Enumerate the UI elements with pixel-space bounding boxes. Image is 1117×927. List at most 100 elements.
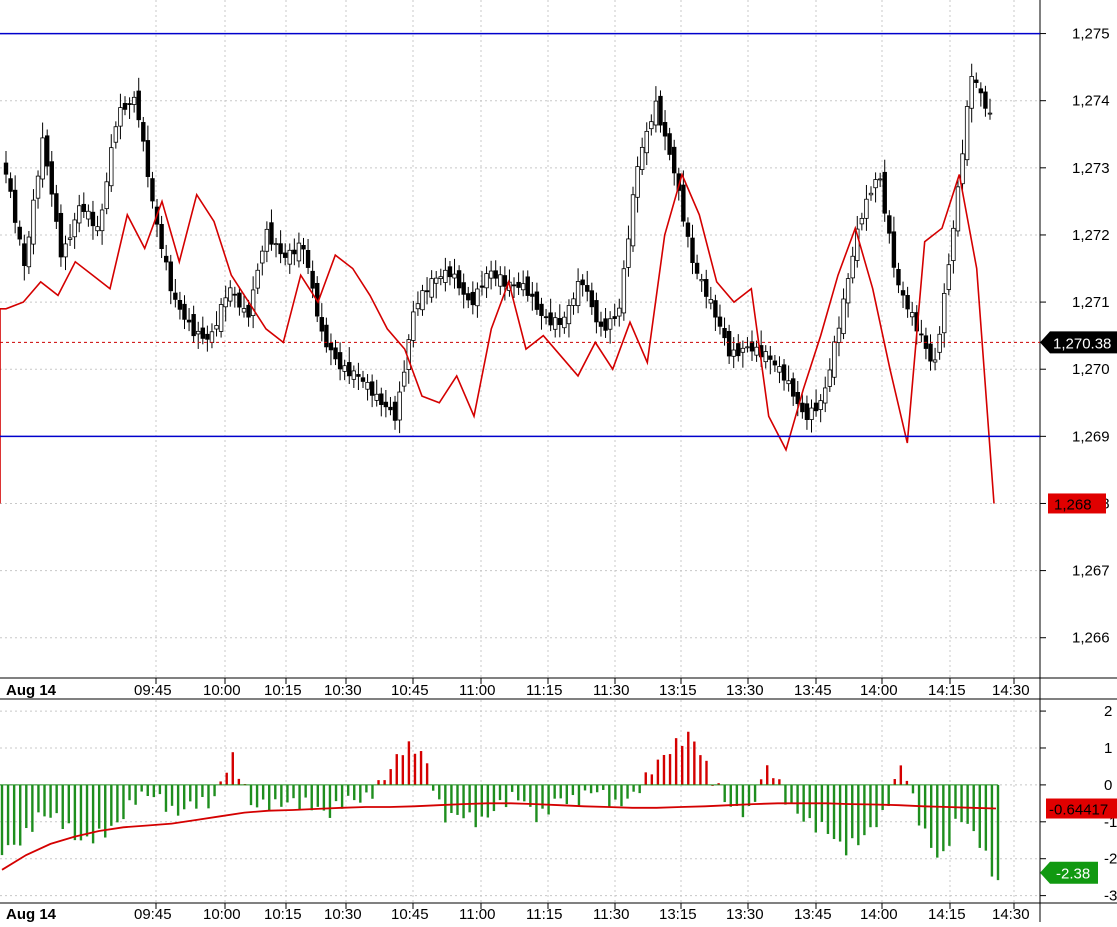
candle-body-213: [978, 88, 984, 94]
price-x-tick-label-1: 10:00: [203, 682, 241, 699]
price-x-tick-label-6: 11:15: [526, 682, 562, 699]
candle-body-22: [104, 181, 109, 210]
hist-x-tick-label-9: 13:30: [726, 906, 764, 922]
histogram-bar-83: [504, 784, 508, 808]
histogram-bar-50: [304, 784, 307, 798]
histogram-bar-96: [583, 784, 587, 791]
candle-body-158: [726, 331, 732, 357]
histogram-bar-18: [110, 784, 113, 826]
price-y-tick-label-5: 1,270: [1072, 361, 1110, 378]
candle-body-202: [928, 343, 933, 362]
candle-body-103: [475, 288, 480, 307]
histogram-bar-36: [219, 781, 222, 785]
candle-body-20: [95, 226, 100, 232]
histogram-bar-73: [444, 784, 447, 823]
candle-body-131: [603, 318, 608, 331]
histogram-bar-66: [401, 755, 405, 785]
histogram-bar-133: [808, 784, 811, 819]
hist-x-date-label: Aug 14: [6, 906, 57, 922]
last-value-marker-label: 1,268: [1054, 496, 1092, 513]
candle-body-0: [3, 162, 9, 175]
histogram-bar-16: [97, 784, 101, 829]
histogram-bar-79: [480, 784, 483, 817]
hist-value-marker-1-label: -2.38: [1056, 866, 1090, 883]
candle-body-19: [90, 211, 96, 227]
candle-body-146: [672, 146, 677, 174]
candle-body-191: [877, 178, 883, 181]
candle-body-177: [813, 402, 819, 412]
histogram-bar-134: [814, 784, 818, 833]
histogram-bar-142: [863, 784, 866, 836]
histogram-bar-42: [255, 784, 259, 808]
candle-body-187: [859, 218, 865, 225]
histogram-bar-56: [340, 784, 344, 809]
candle-body-209: [960, 153, 965, 185]
candle-body-78: [360, 377, 366, 382]
last-value-marker: [1048, 493, 1106, 514]
candle-body-205: [942, 293, 947, 334]
histogram-bar-7: [43, 784, 46, 817]
candle-body-195: [896, 269, 901, 286]
histogram-bar-98: [595, 784, 599, 793]
candle-body-190: [873, 179, 878, 189]
candle-body-77: [356, 374, 361, 377]
histogram-bar-21: [128, 784, 131, 801]
histogram-bar-49: [298, 784, 301, 810]
candle-body-59: [273, 243, 279, 246]
candle-body-42: [196, 330, 201, 335]
candle-body-2: [12, 189, 18, 223]
histogram-bar-3: [19, 784, 22, 846]
candle-body-29: [136, 90, 141, 121]
candle-body-125: [575, 281, 581, 307]
histogram-bar-23: [140, 784, 143, 792]
candle-body-176: [809, 407, 814, 420]
candle-body-162: [745, 346, 750, 349]
candle-body-71: [328, 342, 334, 351]
candle-body-69: [319, 317, 324, 332]
candle-body-14: [67, 237, 73, 240]
price-y-tick-label-9: 1,266: [1072, 630, 1110, 647]
candle-body-167: [768, 355, 773, 360]
histogram-bar-61: [371, 784, 374, 799]
hist-x-tick-label-11: 14:00: [860, 906, 898, 922]
candle-body-37: [173, 292, 178, 300]
histogram-bar-110: [668, 754, 672, 785]
candle-body-58: [269, 222, 274, 245]
price-x-tick-label-11: 14:00: [860, 682, 898, 699]
current-price-marker: [1040, 331, 1117, 354]
hist-value-marker-1: [1040, 861, 1098, 884]
candle-body-13: [63, 243, 68, 258]
candle-body-97: [447, 266, 453, 278]
candle-body-140: [644, 130, 649, 154]
histogram-bar-67: [407, 741, 411, 785]
candle-body-145: [667, 133, 672, 155]
candle-body-28: [131, 96, 137, 105]
candle-body-208: [955, 186, 961, 232]
histogram-bar-113: [687, 731, 690, 785]
candle-body-105: [484, 273, 489, 289]
candle-body-150: [690, 237, 695, 263]
histogram-bar-159: [966, 784, 969, 824]
histogram-bar-157: [954, 784, 957, 819]
candle-body-50: [232, 293, 238, 296]
histogram-bar-101: [614, 784, 617, 800]
histogram-bar-92: [559, 784, 562, 799]
histogram-bar-28: [170, 784, 174, 806]
candle-body-133: [612, 316, 617, 319]
candle-body-124: [571, 298, 576, 306]
candle-body-53: [246, 304, 251, 318]
candle-body-26: [122, 102, 128, 110]
candle-body-134: [617, 307, 622, 317]
price-x-tick-label-0: 09:45: [134, 682, 172, 699]
candle-body-159: [731, 349, 736, 357]
histogram-bar-4: [25, 784, 28, 829]
histogram-bar-99: [602, 784, 605, 790]
histogram-bar-145: [881, 784, 884, 810]
histogram-bar-80: [486, 784, 490, 818]
candle-body-141: [649, 121, 654, 130]
candle-body-160: [736, 343, 741, 357]
histogram-bar-76: [462, 784, 465, 819]
candle-body-62: [287, 249, 292, 265]
